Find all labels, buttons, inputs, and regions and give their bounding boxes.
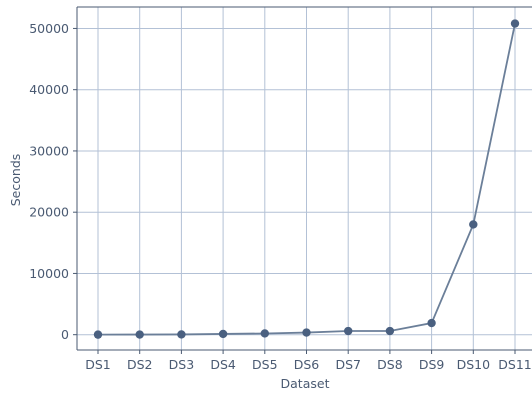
y-tick-label: 0 [61,327,69,342]
data-point [93,330,103,339]
x-axis-label: Dataset [281,376,330,391]
x-tick-label: DS6 [294,357,320,372]
series-layer [93,19,520,339]
data-point [427,318,436,328]
y-tick-label: 50000 [29,21,69,36]
data-point [218,329,228,339]
x-tick-label: DS1 [85,357,111,372]
data-point [510,19,520,28]
y-tick-label: 10000 [29,266,69,281]
y-tick-label: 20000 [29,205,69,220]
grid-layer [77,7,532,350]
x-tick-label: DS8 [377,357,403,372]
x-tick-label: DS11 [498,357,531,372]
x-tick-label: DS4 [210,357,236,372]
data-point [385,326,395,336]
tick-layer: 0 10000 20000 30000 40000 50000 DS1 DS2 DS3 DS4 DS… [29,21,532,372]
x-tick-label: DS9 [419,357,445,372]
x-tick-label: DS2 [127,357,153,372]
data-point [302,328,311,337]
y-tick-label: 30000 [29,143,69,158]
x-tick-label: DS5 [252,357,278,372]
data-point [344,326,353,336]
data-point [177,330,186,339]
x-tick-label: DS10 [457,357,491,372]
x-tick-label: DS7 [335,357,361,372]
data-point [135,330,144,339]
data-point [260,329,269,338]
axis-layer [76,6,532,351]
x-tick-label: DS3 [169,357,195,372]
y-tick-label: 40000 [29,82,69,97]
y-axis-label: Seconds [8,154,23,207]
data-point [469,220,478,229]
